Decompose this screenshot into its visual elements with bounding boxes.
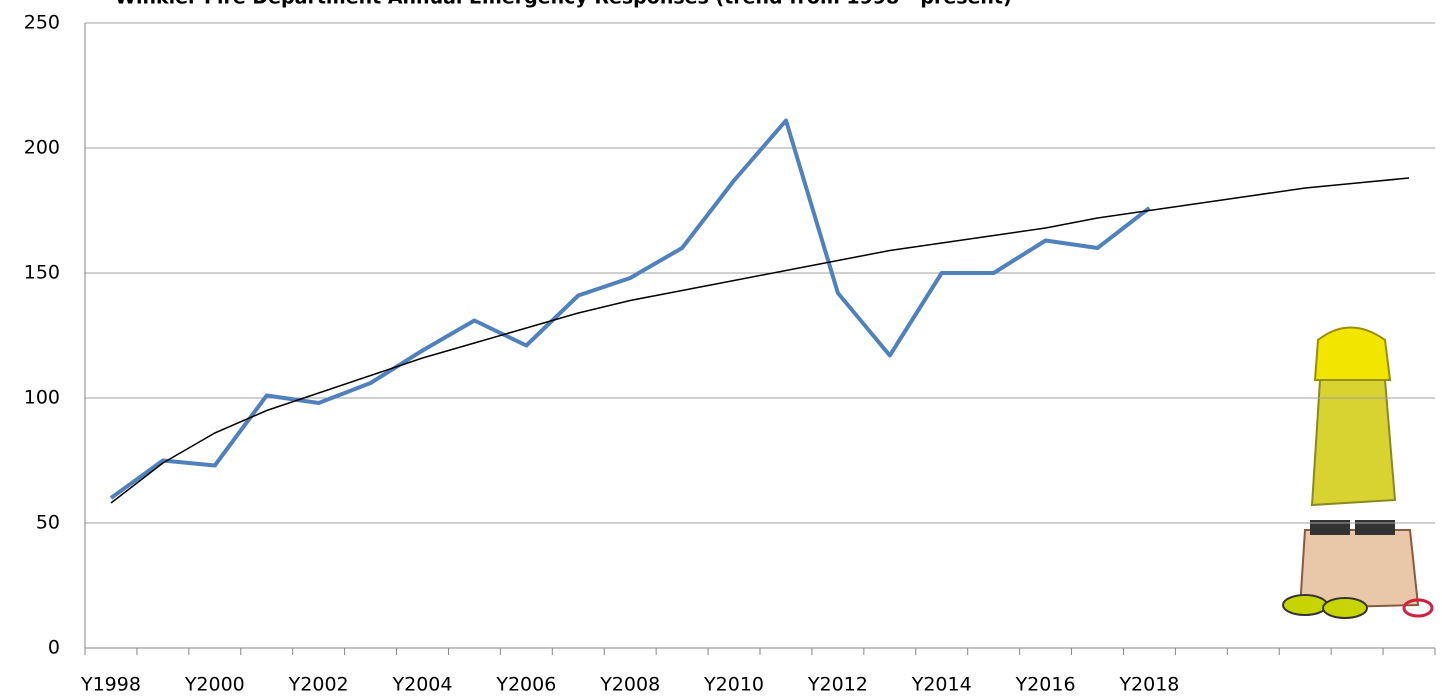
- chart-title: Winkler Fire Department Annual Emergency…: [115, 0, 1012, 9]
- data-line: [109, 118, 1151, 500]
- x-tick-label: Y2010: [703, 674, 764, 696]
- x-tick-label: Y2018: [1118, 674, 1179, 696]
- x-tick-label: Y2016: [1015, 674, 1076, 696]
- x-tick-label: Y2004: [392, 674, 453, 696]
- x-tick-label: Y2002: [288, 674, 349, 696]
- x-tick-label: Y2008: [599, 674, 660, 696]
- x-tick-label: Y2000: [184, 674, 245, 696]
- firefighter-gear: [1282, 326, 1434, 619]
- y-tick-label: 50: [36, 512, 60, 534]
- y-tick-label: 0: [48, 637, 60, 659]
- x-tick-label: Y2006: [495, 674, 556, 696]
- y-tick-label: 100: [24, 387, 60, 409]
- y-tick-label: 250: [24, 12, 60, 34]
- x-tick-label: Y2012: [807, 674, 868, 696]
- x-tick-label: Y1998: [80, 674, 141, 696]
- y-tick-label: 200: [24, 137, 60, 159]
- y-tick-label: 150: [24, 262, 60, 284]
- trend-line: [110, 177, 1410, 504]
- x-tick-label: Y2014: [911, 674, 972, 696]
